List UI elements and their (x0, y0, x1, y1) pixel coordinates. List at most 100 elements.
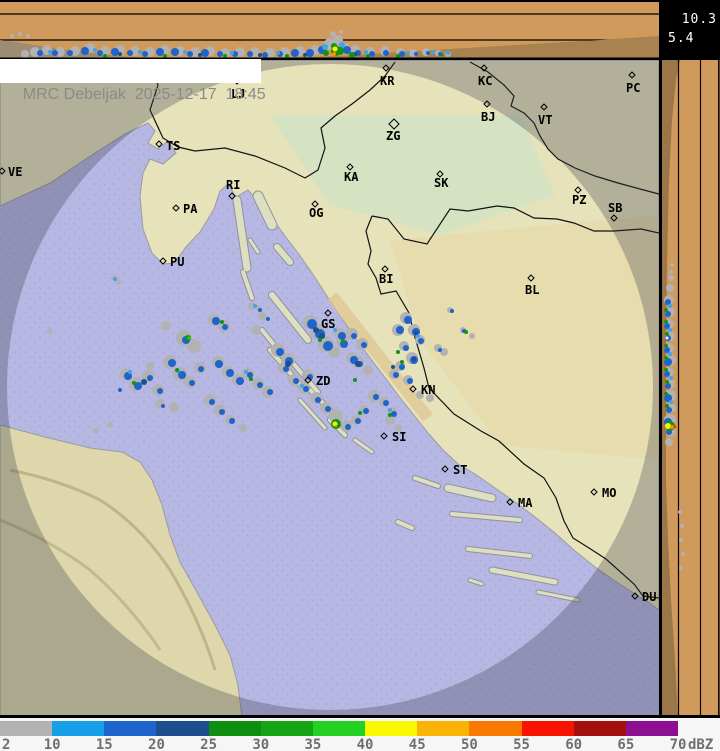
radar-echo (407, 378, 413, 384)
city-marker-icon (172, 204, 180, 212)
radar-echo (134, 382, 142, 390)
radar-echo (679, 538, 683, 542)
scale-tick-label: 65 (617, 737, 635, 751)
city-label: TS (166, 139, 180, 153)
radar-echo (399, 364, 405, 370)
radar-echo (322, 44, 328, 50)
color-scale: 2 10 15 20 25 30 35 40 45 50 55 60 65 70 dBZ (0, 715, 720, 751)
radar-map-canvas: VE TS LJ KR KC PC ZG BJ VT RI KA SK PZ SB PA OG PU BI BL GS… (0, 59, 660, 719)
radar-echo (399, 51, 405, 57)
radar-echo (664, 344, 668, 348)
scale-segment (573, 721, 626, 736)
radar-echo (396, 326, 404, 334)
radar-echo (248, 302, 256, 310)
radar-echo (215, 360, 223, 368)
radar-echo (332, 52, 336, 56)
radar-echo (664, 356, 668, 360)
radar-echo (391, 365, 395, 369)
radar-echo (668, 304, 672, 308)
radar-echo (363, 408, 369, 414)
radar-echo (665, 299, 671, 305)
radar-echo (97, 50, 103, 56)
radar-echo (146, 362, 154, 370)
radar-echo (244, 370, 248, 374)
city-marker-icon (0, 167, 6, 175)
radar-echo (239, 424, 247, 432)
city-marker-icon (228, 192, 236, 200)
radar-echo (93, 48, 97, 52)
radar-echo (303, 53, 307, 57)
radar-echo (253, 304, 257, 308)
title-bar: MRC Debeljak 2025-12-17 18:45 (0, 59, 266, 103)
radar-echo (330, 31, 336, 37)
radar-echo (229, 418, 235, 424)
radar-echo (339, 42, 345, 48)
radar-echo (450, 309, 454, 313)
scale-segment (52, 721, 105, 736)
right-cross-section (662, 60, 720, 718)
radar-echo (169, 402, 179, 412)
radar-echo (249, 377, 253, 381)
radar-echo (665, 332, 669, 336)
city-label: PU (170, 255, 184, 269)
radar-echo (247, 51, 253, 57)
radar-echo (37, 50, 43, 56)
radar-echo (48, 50, 52, 54)
radar-echo (666, 284, 674, 292)
radar-echo (156, 48, 164, 56)
radar-echo (266, 317, 270, 321)
radar-echo (230, 51, 234, 55)
radar-echo (680, 524, 684, 528)
height-label-lower: 5.4 (668, 31, 695, 46)
city-marker-icon (155, 140, 163, 148)
radar-echo (217, 51, 223, 57)
radar-echo (665, 383, 671, 389)
radar-echo (222, 324, 228, 330)
radar-echo (198, 53, 202, 57)
radar-echo (323, 50, 329, 56)
radar-echo (306, 49, 314, 57)
scale-segment (208, 721, 261, 736)
radar-echo (118, 52, 122, 56)
radar-echo (664, 371, 670, 377)
radar-echo (258, 53, 262, 57)
radar-echo (416, 334, 420, 338)
radar-echo (262, 52, 268, 58)
radar-echo (664, 368, 668, 372)
radar-echo (142, 51, 148, 57)
radar-echo (664, 323, 670, 329)
radar-echo (393, 372, 399, 378)
radar-echo (416, 391, 424, 399)
radar-echo (665, 438, 673, 446)
radar-echo (103, 54, 107, 58)
radar-echo (293, 378, 299, 384)
radar-echo (128, 370, 132, 374)
radar-echo (332, 46, 338, 52)
radar-echo (171, 48, 179, 56)
radar-echo (307, 319, 317, 329)
land-italy (0, 424, 243, 719)
city-label: BJ (481, 110, 495, 124)
city-label: BI (379, 272, 393, 286)
radar-echo (220, 320, 224, 324)
radar-echo (343, 46, 351, 54)
radar-echo (187, 51, 193, 57)
right-cross-section-canvas (662, 60, 720, 718)
radar-echo (318, 338, 322, 342)
city-label: KC (478, 74, 492, 88)
city-label: SI (392, 430, 406, 444)
radar-echo (358, 411, 362, 415)
city-marker-icon (324, 309, 332, 317)
radar-echo (325, 406, 331, 412)
radar-echo (333, 328, 337, 332)
radar-echo (339, 30, 343, 34)
radar-echo (300, 384, 304, 388)
city-marker-icon (159, 257, 167, 265)
map-echo-layer (47, 275, 475, 434)
city-label: ST (453, 463, 467, 477)
scale-segment (156, 721, 209, 736)
radar-echo (334, 424, 338, 428)
radar-echo (355, 361, 361, 367)
radar-echo (394, 424, 402, 432)
